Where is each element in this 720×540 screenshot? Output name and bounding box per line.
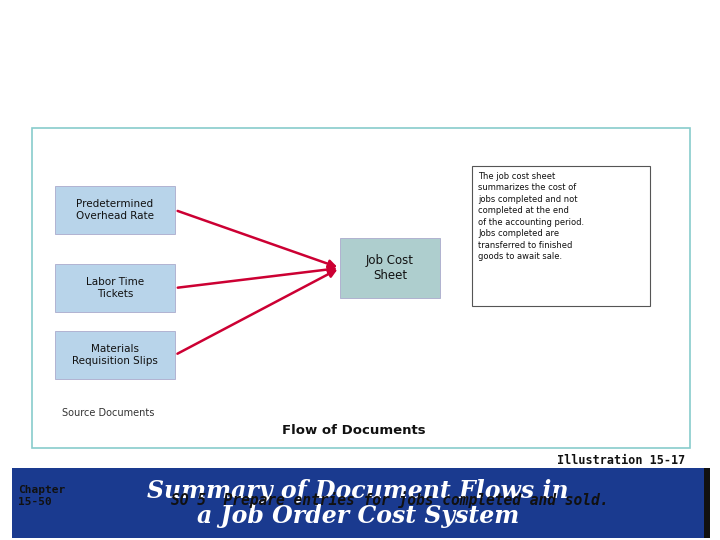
Text: Source Documents: Source Documents xyxy=(62,408,154,418)
Text: Illustration 15-17: Illustration 15-17 xyxy=(557,454,685,467)
Bar xyxy=(340,238,440,298)
Bar xyxy=(472,166,650,306)
Bar xyxy=(55,331,175,379)
Text: Chapter
15-50: Chapter 15-50 xyxy=(18,485,66,507)
Text: a Job Order Cost System: a Job Order Cost System xyxy=(197,504,519,528)
Bar xyxy=(12,468,704,538)
Text: Predetermined
Overhead Rate: Predetermined Overhead Rate xyxy=(76,199,154,221)
Bar xyxy=(55,186,175,234)
Text: Summary of Document Flows in: Summary of Document Flows in xyxy=(148,479,569,503)
Text: The job cost sheet
summarizes the cost of
jobs completed and not
completed at th: The job cost sheet summarizes the cost o… xyxy=(478,172,584,261)
Bar xyxy=(55,264,175,312)
Text: Job Cost
Sheet: Job Cost Sheet xyxy=(366,254,414,282)
Bar xyxy=(32,128,690,448)
Text: SO 5  Prepare entries for jobs completed and sold.: SO 5 Prepare entries for jobs completed … xyxy=(171,491,608,509)
Bar xyxy=(18,468,710,538)
Text: Materials
Requisition Slips: Materials Requisition Slips xyxy=(72,344,158,366)
Text: Flow of Documents: Flow of Documents xyxy=(282,423,426,436)
Text: Labor Time
Tickets: Labor Time Tickets xyxy=(86,277,144,299)
